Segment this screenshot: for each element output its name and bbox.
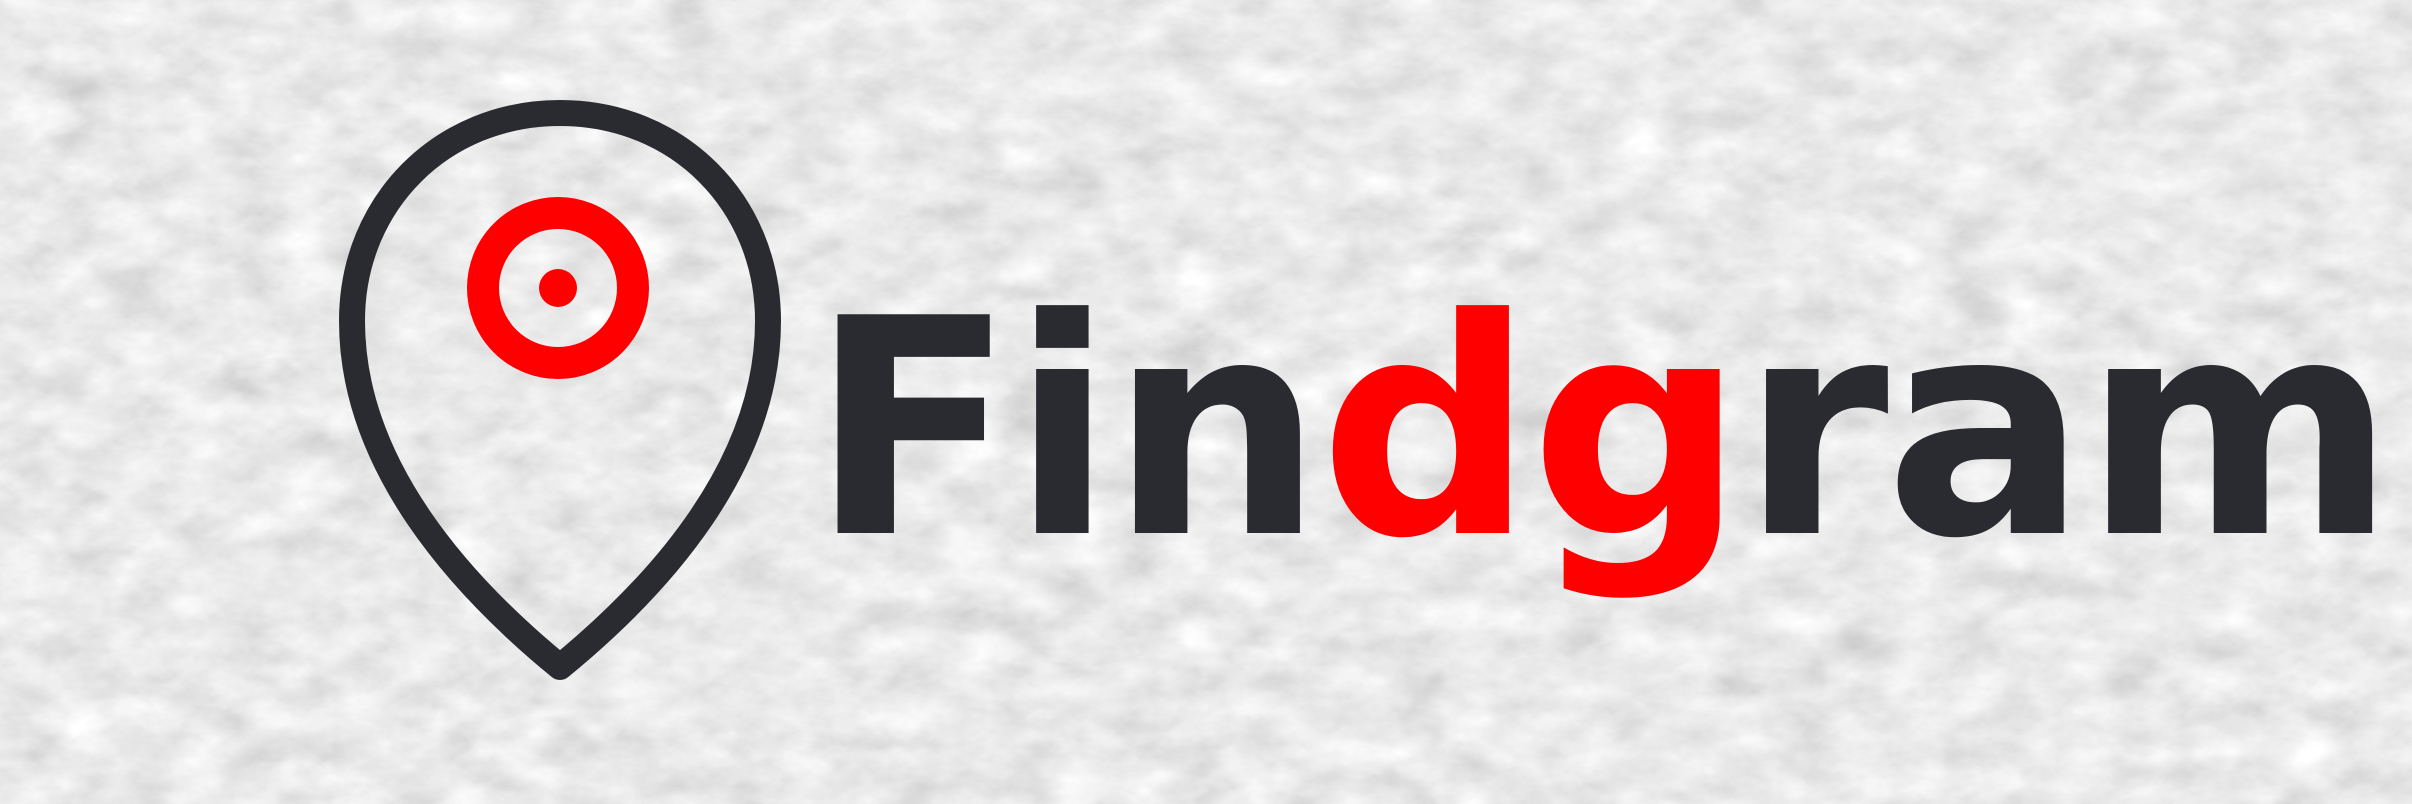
- wordmark-part-dg: dg: [1319, 255, 1744, 604]
- target-dot-icon: [539, 269, 577, 307]
- target-ring-icon: [467, 197, 649, 379]
- findgram-wordmark: Fin dg ram: [810, 240, 2396, 620]
- location-pin-target-icon: [339, 100, 781, 680]
- wordmark-part-ram: ram: [1740, 255, 2396, 604]
- wordmark-part-fin: Fin: [810, 255, 1323, 604]
